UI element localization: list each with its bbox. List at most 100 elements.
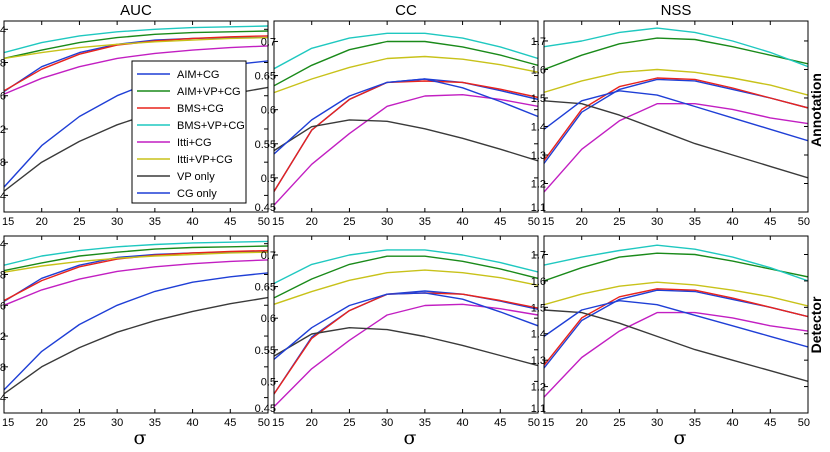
legend-item-bms-cg: BMS+CG bbox=[137, 103, 224, 115]
series-line-itti-cg bbox=[4, 45, 268, 95]
x-tick-label: 50 bbox=[798, 216, 810, 228]
x-tick-label: 20 bbox=[36, 216, 48, 228]
legend-item-aim-vp-cg: AIM+VP+CG bbox=[137, 86, 241, 98]
x-tick-label: 15 bbox=[542, 417, 554, 429]
y-tick-label: 0.6 bbox=[261, 313, 276, 325]
x-tick-label: 15 bbox=[272, 417, 284, 429]
plot-frame bbox=[273, 235, 539, 414]
series-line-aim-cg bbox=[274, 290, 538, 395]
series-line-cg-only bbox=[274, 292, 538, 360]
y-tick-label: 1.6 bbox=[531, 64, 546, 76]
x-tick-label: 50 bbox=[798, 417, 810, 429]
series-line-cg-only bbox=[4, 272, 268, 391]
y-tick-label: 1.4 bbox=[531, 329, 546, 341]
y-tick-label: 0.68 bbox=[0, 362, 6, 374]
x-tick-label: 40 bbox=[456, 216, 468, 228]
series-line-itti-vp-cg bbox=[544, 281, 808, 307]
x-tick-label: 15 bbox=[272, 216, 284, 228]
series-line-bms-vp-cg bbox=[544, 244, 808, 282]
series-line-cg-only bbox=[544, 300, 808, 348]
x-tick-label: 35 bbox=[419, 417, 431, 429]
plot-frame bbox=[3, 235, 269, 414]
y-tick-label: 0.76 bbox=[0, 300, 6, 312]
x-tick-label: 25 bbox=[73, 216, 85, 228]
x-tick-label: 50 bbox=[528, 417, 540, 429]
y-tick-label: 0.64 bbox=[0, 393, 6, 405]
series-line-aim-cg bbox=[274, 78, 538, 192]
series-layer bbox=[544, 27, 808, 193]
x-tick-label: 40 bbox=[186, 216, 198, 228]
y-tick-label: 1.2 bbox=[531, 178, 546, 190]
x-tick-label: 20 bbox=[576, 216, 588, 228]
panel-auc-annotation: AUC 15 20 25 30 35 40 45 50 0.64 0.68 0.72 0.76 0.8 0.… bbox=[0, 2, 270, 228]
plot-frame bbox=[543, 20, 809, 213]
legend-label: AIM+CG bbox=[177, 69, 219, 81]
series-line-aim-vp-cg bbox=[544, 252, 808, 282]
y-tick-label: 0.65 bbox=[255, 71, 276, 83]
x-tick-label: 45 bbox=[494, 216, 506, 228]
series-layer bbox=[274, 249, 538, 408]
x-tick-label: 50 bbox=[258, 417, 270, 429]
x-tick-label: 35 bbox=[149, 216, 161, 228]
y-tick-label: 0.6 bbox=[261, 105, 276, 117]
series-line-vp-only bbox=[274, 119, 538, 162]
y-tick-label: 0.45 bbox=[255, 403, 276, 415]
y-tick-label: 0.5 bbox=[261, 376, 276, 388]
x-axis-label-nss: σ bbox=[674, 427, 687, 447]
legend-label: BMS+VP+CG bbox=[177, 120, 245, 132]
series-line-bms-cg bbox=[4, 249, 268, 302]
row-label-detector: Detector bbox=[808, 296, 824, 353]
series-layer bbox=[274, 32, 538, 206]
series-line-vp-only bbox=[544, 100, 808, 179]
series-line-itti-cg bbox=[544, 311, 808, 398]
x-tick-label: 35 bbox=[689, 417, 701, 429]
series-line-bms-cg bbox=[274, 80, 538, 192]
y-tick-label: 1.4 bbox=[531, 121, 546, 133]
panel-nss-annotation: NSS 15 20 25 30 35 40 45 50 1.1 1.2 1.3 1.4 1.5 1.6 1.7 bbox=[531, 2, 810, 228]
x-tick-label: 35 bbox=[149, 417, 161, 429]
x-tick-label: 25 bbox=[613, 216, 625, 228]
legend-box bbox=[131, 60, 247, 204]
panel-title: NSS bbox=[661, 2, 692, 19]
x-tick-label: 40 bbox=[726, 216, 738, 228]
series-line-itti-vp-cg bbox=[274, 269, 538, 305]
legend-label: Itti+CG bbox=[177, 137, 212, 149]
series-line-itti-cg bbox=[274, 93, 538, 206]
panel-title: CC bbox=[395, 2, 417, 19]
y-tick-label: 0.45 bbox=[255, 202, 276, 214]
legend-label: AIM+VP+CG bbox=[177, 86, 241, 98]
series-line-bms-vp-cg bbox=[274, 32, 538, 70]
legend-item-cg-only: CG only bbox=[137, 188, 217, 200]
x-tick-label: 45 bbox=[764, 417, 776, 429]
y-tick-label: 0.55 bbox=[255, 139, 276, 151]
series-line-itti-cg bbox=[274, 303, 538, 408]
x-tick-label: 35 bbox=[419, 216, 431, 228]
y-tick-label: 1.1 bbox=[531, 403, 546, 415]
x-tick-label: 50 bbox=[528, 216, 540, 228]
y-tick-label: 1.3 bbox=[531, 150, 546, 162]
legend: AIM+CG AIM+VP+CG BMS+CG BMS+VP+CG Itti+CG Itt… bbox=[131, 60, 247, 204]
plot-frame bbox=[3, 20, 269, 213]
series-line-bms-vp-cg bbox=[544, 27, 808, 68]
y-tick-label: 0.55 bbox=[255, 345, 276, 357]
x-tick-label: 30 bbox=[651, 216, 663, 228]
x-tick-label: 45 bbox=[494, 417, 506, 429]
series-line-cg-only bbox=[274, 78, 538, 155]
y-tick-label: 0.84 bbox=[0, 239, 6, 251]
y-tick-label: 0.84 bbox=[0, 24, 6, 36]
y-tick-label: 0.76 bbox=[0, 91, 6, 103]
legend-items: AIM+CG AIM+VP+CG BMS+CG BMS+VP+CG Itti+CG Itt… bbox=[137, 69, 245, 200]
series-line-cg-only bbox=[544, 90, 808, 142]
plot-frame bbox=[273, 20, 539, 213]
y-tick-label: 0.72 bbox=[0, 331, 6, 343]
y-tick-label: 0.68 bbox=[0, 157, 6, 169]
series-line-aim-vp-cg bbox=[274, 255, 538, 299]
x-axis-label-auc: σ bbox=[134, 427, 147, 447]
series-line-itti-cg bbox=[544, 102, 808, 193]
x-tick-label: 45 bbox=[224, 216, 236, 228]
x-tick-label: 25 bbox=[613, 417, 625, 429]
y-tick-label: 1.5 bbox=[531, 93, 546, 105]
series-line-vp-only bbox=[274, 327, 538, 367]
x-tick-label: 30 bbox=[651, 417, 663, 429]
